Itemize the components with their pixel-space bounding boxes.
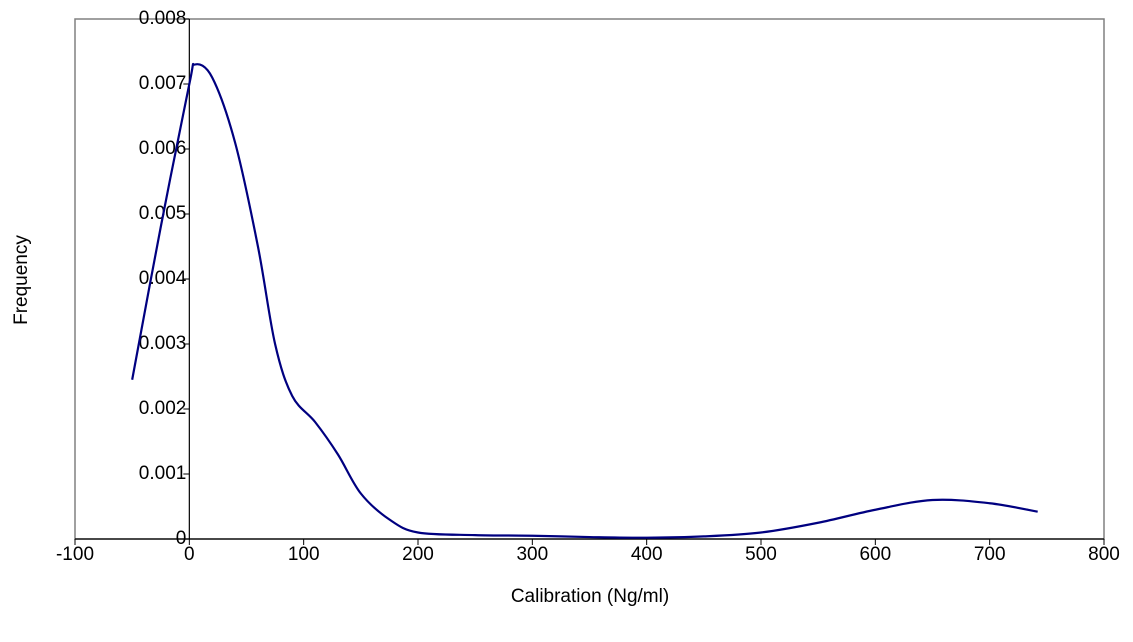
x-tick-label: 500 <box>745 544 777 565</box>
plot-frame <box>74 18 1105 540</box>
x-tick-label: 600 <box>859 544 891 565</box>
x-tick-label: 0 <box>184 544 195 565</box>
x-tick-label: 100 <box>288 544 320 565</box>
y-tick-label: 0.002 <box>139 398 187 419</box>
x-tick-label: 800 <box>1088 544 1120 565</box>
y-tick-label: 0.001 <box>139 463 187 484</box>
y-axis-label: Frequency <box>11 235 32 325</box>
x-tick-label: 300 <box>516 544 548 565</box>
x-axis-label: Calibration (Ng/ml) <box>511 586 669 607</box>
y-tick-label: 0.008 <box>139 8 187 29</box>
y-tick-label: 0.003 <box>139 333 187 354</box>
x-tick-label: 200 <box>402 544 434 565</box>
x-tick-label: 400 <box>631 544 663 565</box>
x-tick-label: -100 <box>56 544 94 565</box>
x-tick-label: 700 <box>974 544 1006 565</box>
y-tick-label: 0.007 <box>139 73 187 94</box>
y-tick-label: 0.004 <box>139 268 187 289</box>
line-series <box>131 62 1038 539</box>
y-tick-label: 0.006 <box>139 138 187 159</box>
y-tick-label: 0 <box>176 528 187 549</box>
